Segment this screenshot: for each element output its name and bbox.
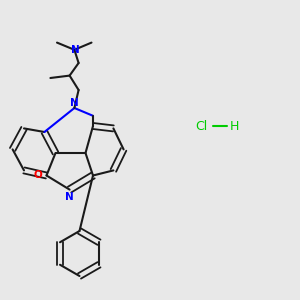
Text: Cl: Cl bbox=[195, 119, 207, 133]
Text: H: H bbox=[229, 119, 239, 133]
Text: N: N bbox=[64, 192, 74, 203]
Text: N: N bbox=[70, 98, 79, 108]
Text: O: O bbox=[33, 170, 42, 180]
Text: N: N bbox=[70, 45, 80, 55]
